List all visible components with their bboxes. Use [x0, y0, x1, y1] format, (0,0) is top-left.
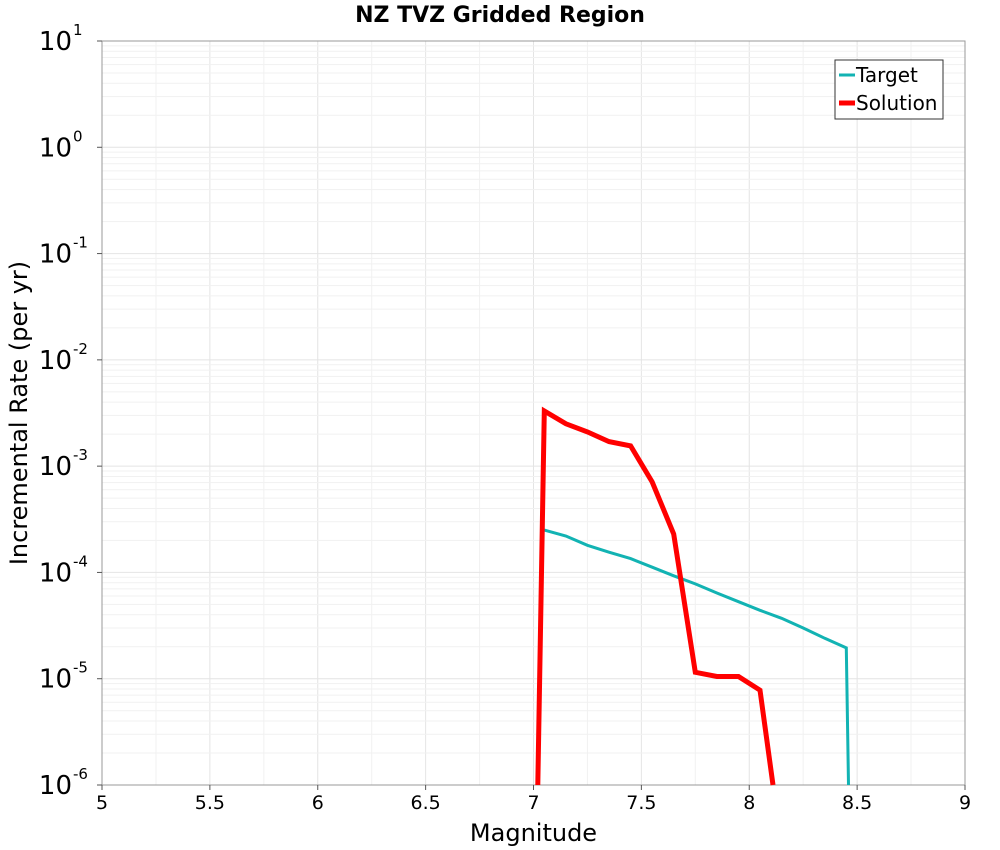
- y-tick-exponent: 1: [73, 21, 83, 39]
- grid: [101, 41, 966, 786]
- x-tick-label: 6: [312, 792, 324, 814]
- y-tick-label: 10: [39, 665, 72, 695]
- x-tick-label: 9: [959, 792, 971, 814]
- y-tick-label: 10: [39, 240, 72, 270]
- series-layer: [535, 406, 850, 786]
- x-tick-label: 6.5: [411, 792, 441, 814]
- y-tick-exponent: -4: [73, 552, 88, 570]
- y-tick-exponent: -2: [73, 340, 88, 358]
- x-tick-label: 7.5: [626, 792, 656, 814]
- legend-box: [834, 59, 944, 120]
- x-tick-label: 7: [527, 792, 539, 814]
- y-tick-exponent: 0: [73, 127, 83, 145]
- x-axis-label: Magnitude: [470, 819, 597, 847]
- series-line-solution: [535, 406, 776, 786]
- x-tick-label: 5: [96, 792, 108, 814]
- y-tick-label: 10: [39, 346, 72, 376]
- series-line-target: [543, 528, 850, 786]
- x-tick-label: 8: [743, 792, 755, 814]
- legend-label-solution: Solution: [856, 91, 937, 115]
- y-tick-label: 10: [39, 558, 72, 588]
- legend: Target Solution: [834, 59, 944, 120]
- y-tick-label: 10: [39, 133, 72, 163]
- x-axis-ticks: 5 5.5 6 6.5 7 7.5 8 8.5 9: [96, 785, 971, 814]
- y-tick-exponent: -6: [73, 765, 88, 783]
- legend-label-target: Target: [855, 63, 918, 87]
- y-tick-exponent: -3: [73, 446, 88, 464]
- y-tick-exponent: -5: [73, 659, 88, 677]
- x-tick-label: 5.5: [195, 792, 225, 814]
- y-tick-label: 10: [39, 771, 72, 801]
- y-tick-label: 10: [39, 452, 72, 482]
- y-axis-label: Incremental Rate (per yr): [5, 261, 33, 565]
- y-tick-label: 10: [39, 27, 72, 57]
- chart-title: NZ TVZ Gridded Region: [355, 3, 645, 28]
- y-tick-exponent: -1: [73, 234, 88, 252]
- x-tick-label: 8.5: [842, 792, 872, 814]
